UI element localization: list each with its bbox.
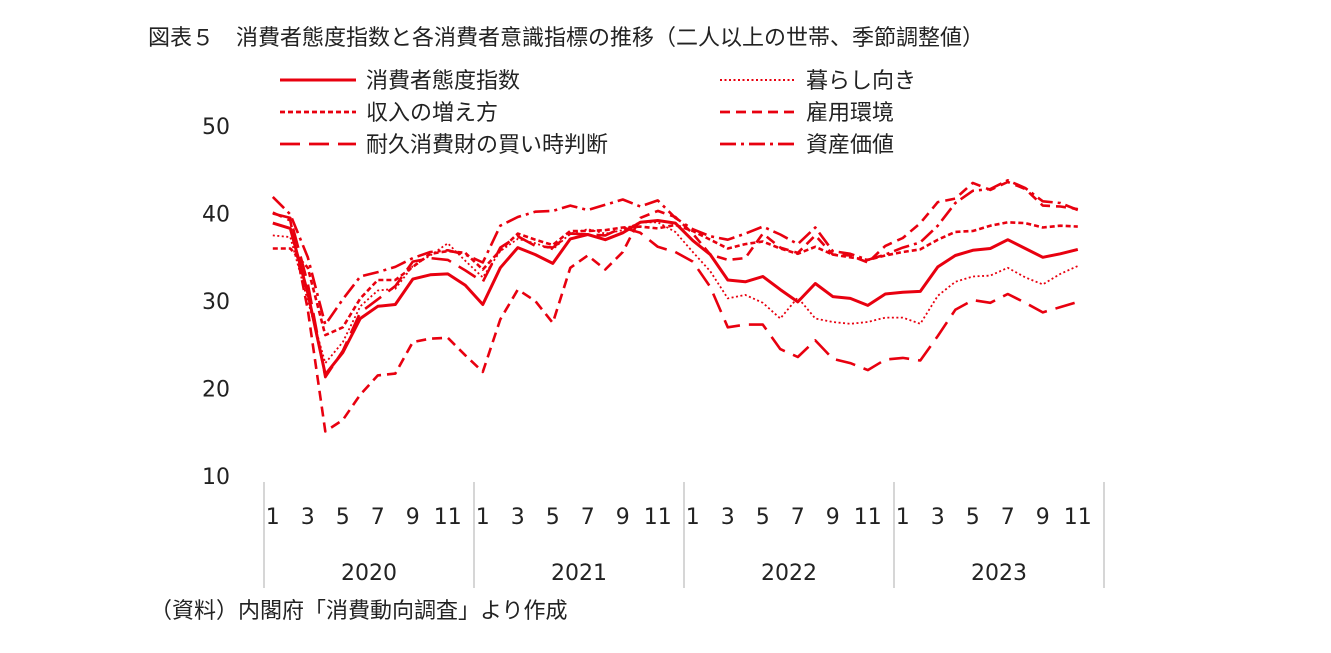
month-tick-label: 1	[266, 505, 280, 530]
month-tick-label: 11	[644, 505, 672, 530]
legend-label: 消費者態度指数	[366, 69, 520, 94]
y-tick-label: 10	[202, 465, 230, 490]
month-tick-label: 3	[931, 505, 945, 530]
legend-item: 収入の増え方	[280, 101, 498, 126]
y-tick-label: 30	[202, 290, 230, 315]
series-line-5	[272, 212, 1079, 379]
series-line-6	[271, 179, 1079, 326]
year-label: 2020	[341, 561, 397, 586]
month-tick-label: 5	[546, 505, 560, 530]
legend-item: 耐久消費財の買い時判断	[280, 133, 608, 158]
month-tick-label: 7	[581, 505, 595, 530]
month-tick-label: 3	[721, 505, 735, 530]
legend-item: 資産価値	[720, 133, 894, 158]
y-axis: 10 20 30 40 50	[202, 115, 230, 490]
month-tick-label: 1	[476, 505, 490, 530]
y-tick-label: 20	[202, 378, 230, 403]
year-label: 2022	[761, 561, 817, 586]
month-tick-label: 1	[686, 505, 700, 530]
month-tick-label: 3	[301, 505, 315, 530]
y-tick-label: 40	[202, 203, 230, 228]
year-label: 2021	[551, 561, 607, 586]
plot-area	[271, 179, 1079, 433]
legend-item: 暮らし向き	[720, 69, 916, 94]
legend-item: 消費者態度指数	[280, 69, 520, 94]
legend-label: 収入の増え方	[366, 101, 498, 126]
month-tick-label: 9	[826, 505, 840, 530]
month-tick-label: 5	[966, 505, 980, 530]
series-line-2	[272, 221, 1079, 365]
month-tick-label: 7	[1001, 505, 1015, 530]
month-tick-label: 9	[1036, 505, 1050, 530]
chart-title: 図表５ 消費者態度指数と各消費者意識指標の推移（二人以上の世帯、季節調整値）	[148, 26, 985, 51]
month-tick-label: 7	[371, 505, 385, 530]
month-tick-label: 9	[616, 505, 630, 530]
month-tick-label: 11	[434, 505, 462, 530]
month-tick-label: 7	[791, 505, 805, 530]
legend-item: 雇用環境	[720, 101, 894, 126]
legend-label: 暮らし向き	[806, 69, 916, 94]
series-line-3	[272, 221, 1078, 337]
month-tick-label: 11	[1064, 505, 1092, 530]
month-tick-label: 3	[511, 505, 525, 530]
legend-label: 雇用環境	[806, 101, 894, 126]
month-tick-label: 5	[336, 505, 350, 530]
month-tick-label: 1	[896, 505, 910, 530]
series-line-1	[272, 219, 1079, 376]
source-note: （資料）内閣府「消費動向調査」より作成	[150, 599, 568, 624]
legend-label: 耐久消費財の買い時判断	[366, 133, 608, 158]
y-tick-label: 50	[202, 115, 230, 140]
month-tick-label: 11	[854, 505, 882, 530]
month-tick-label: 9	[406, 505, 420, 530]
year-label: 2023	[971, 561, 1027, 586]
month-tick-label: 5	[756, 505, 770, 530]
legend-label: 資産価値	[806, 133, 894, 158]
